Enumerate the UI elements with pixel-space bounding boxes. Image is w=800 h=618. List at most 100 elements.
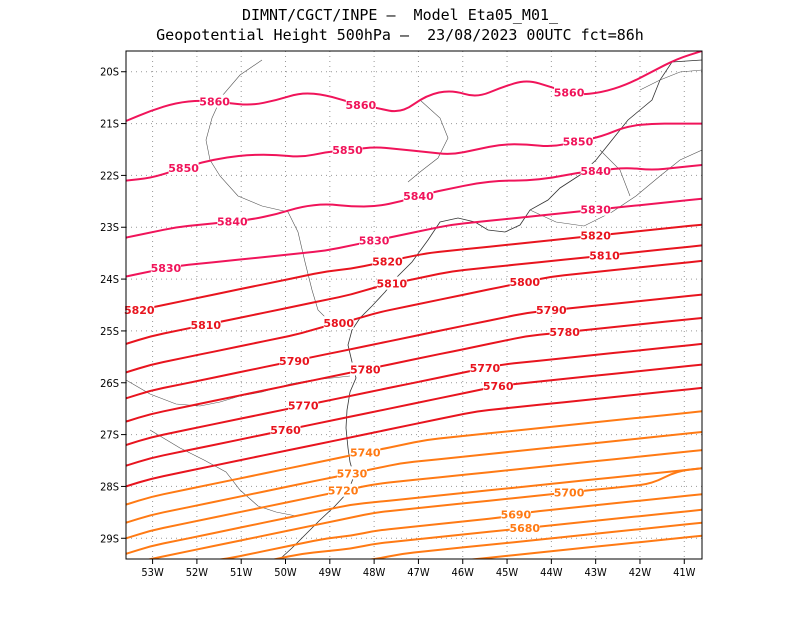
- contour-label-bg: [509, 275, 540, 289]
- contour-label: 5810: [377, 278, 408, 291]
- contour-labels: 5860 5860 5860 5850 5850 5850 5840 5840 5840 5830…: [124, 85, 620, 535]
- map-frame: [125, 50, 703, 560]
- contour-5710: [126, 467, 702, 555]
- contour-label: 5760: [270, 424, 301, 437]
- lat-tick-label: 21S: [100, 118, 119, 131]
- contour-label: 5850: [332, 144, 363, 157]
- title-line-2: Geopotential Height 500hPa – 23/08/2023 …: [156, 26, 644, 44]
- contour-label: 5800: [323, 317, 354, 330]
- contour-label: 5820: [580, 230, 611, 243]
- contour-label: 5780: [350, 364, 381, 377]
- contour-label: 5840: [217, 215, 248, 228]
- lat-tick-label: 28S: [100, 480, 119, 493]
- contour-label-bg: [469, 361, 500, 375]
- contour-label-bg: [350, 445, 381, 459]
- lon-tick-label: 41W: [673, 566, 696, 579]
- contour-label: 5760: [483, 380, 514, 393]
- contour-label-bg: [562, 134, 593, 148]
- contour-5760: [126, 363, 702, 467]
- lon-tick-label: 42W: [629, 566, 652, 579]
- contour-5790: [126, 293, 702, 400]
- lon-tick-label: 45W: [496, 566, 519, 579]
- contour-label: 5730: [337, 467, 368, 480]
- contour-label-bg: [217, 214, 248, 228]
- contour-label: 5780: [549, 326, 580, 339]
- lon-tick-label: 52W: [186, 566, 209, 579]
- contour-5690: [216, 493, 702, 559]
- contour-5700: [146, 467, 702, 559]
- contour-5730: [126, 431, 702, 524]
- lon-tick-label: 47W: [407, 566, 430, 579]
- contour-label-bg: [509, 521, 540, 535]
- contour-label-bg: [372, 254, 403, 268]
- contour-label: 5680: [509, 522, 540, 535]
- lon-tick-label: 43W: [584, 566, 607, 579]
- contour-5770: [126, 342, 702, 446]
- contour-5670: [366, 521, 702, 559]
- lat-tick-label: 29S: [100, 532, 119, 545]
- contour-label-bg: [350, 362, 381, 376]
- contour-label-bg: [345, 97, 376, 111]
- lon-tick-label: 51W: [230, 566, 253, 579]
- contour-label: 5830: [580, 204, 611, 217]
- title-line-1: DIMNT/CGCT/INPE – Model Eta05_M01_: [241, 6, 559, 24]
- contour-5820: [126, 223, 702, 314]
- lat-tick-label: 25S: [100, 325, 119, 338]
- contour-label: 5830: [359, 235, 390, 248]
- contour-label: 5770: [470, 362, 501, 375]
- contour-label-bg: [589, 248, 620, 262]
- contour-label-bg: [328, 483, 359, 497]
- contour-5860: [126, 51, 702, 122]
- contour-label-bg: [336, 466, 367, 480]
- contour-label-bg: [483, 379, 514, 393]
- contour-label-bg: [376, 276, 407, 290]
- contour-label-bg: [150, 261, 181, 275]
- contour-label: 5790: [536, 304, 567, 317]
- contour-label: 5850: [168, 162, 199, 175]
- lon-tick-label: 48W: [363, 566, 386, 579]
- contour-label-bg: [323, 316, 354, 330]
- contour-label-bg: [279, 353, 310, 367]
- contour-label: 5740: [350, 446, 381, 459]
- contour-5750: [126, 386, 702, 488]
- contour-label: 5860: [554, 87, 585, 100]
- contour-label-bg: [332, 142, 363, 156]
- contour-5850: [126, 122, 702, 182]
- contour-5660: [466, 534, 702, 559]
- contour-label-bg: [199, 94, 230, 108]
- contour-label: 5800: [509, 276, 540, 289]
- contour-label-bg: [270, 423, 301, 437]
- contour-label: 5770: [288, 400, 319, 413]
- contour-5740: [126, 410, 702, 506]
- lon-tick-label: 50W: [274, 566, 297, 579]
- contour-label-bg: [124, 303, 155, 317]
- contour-label-bg: [403, 189, 434, 203]
- contour-label-bg: [580, 228, 611, 242]
- contour-label: 5860: [346, 99, 377, 112]
- contour-label: 5810: [589, 249, 620, 262]
- contour-label-bg: [288, 398, 319, 412]
- contour-label-bg: [554, 485, 585, 499]
- contour-label: 5840: [580, 165, 611, 178]
- contour-label: 5810: [190, 319, 221, 332]
- lon-tick-label: 53W: [141, 566, 164, 579]
- contour-label: 5840: [403, 190, 434, 203]
- axis-ticks: 53W 52W 51W 50W 49W 48W 47W 46W 45W 44W 43W 42W 41W 2…: [100, 66, 696, 579]
- contour-label-bg: [168, 160, 199, 174]
- lat-tick-label: 23S: [100, 221, 119, 234]
- contour-label: 5790: [279, 355, 310, 368]
- contour-5780: [126, 317, 702, 423]
- contour-5830: [126, 197, 702, 278]
- contour-label-bg: [359, 233, 390, 247]
- lat-tick-label: 24S: [100, 273, 119, 286]
- lon-tick-label: 49W: [319, 566, 342, 579]
- contour-label: 5700: [554, 486, 585, 499]
- contour-label-bg: [500, 507, 531, 521]
- contour-label-bg: [580, 163, 611, 177]
- contour-label: 5690: [501, 509, 532, 522]
- contour-5680: [271, 508, 702, 559]
- lat-tick-label: 22S: [100, 169, 119, 182]
- lon-tick-label: 44W: [540, 566, 563, 579]
- contour-label: 5860: [199, 96, 230, 109]
